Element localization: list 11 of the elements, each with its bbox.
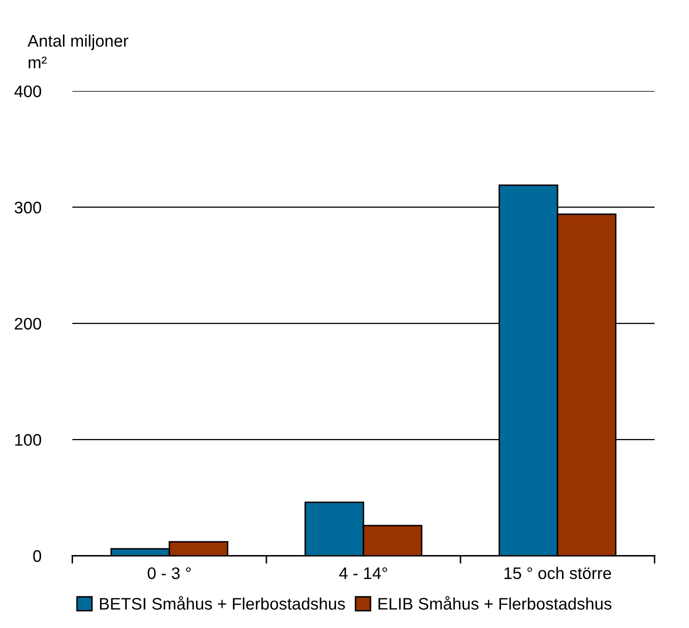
legend-label: BETSI Småhus + Flerbostadshus xyxy=(100,596,345,610)
y-tick-label: 0 xyxy=(33,550,42,562)
y-tick-label: 400 xyxy=(14,85,42,98)
y-tick-label: 300 xyxy=(14,202,42,214)
legend-label: ELIB Småhus + Flerbostadshus xyxy=(378,596,612,610)
x-tick-label: 15 ° och större xyxy=(504,566,612,580)
x-tick-label: 4 - 14° xyxy=(339,567,388,579)
y-tick-label: 100 xyxy=(15,434,42,446)
x-tick-label: 0 - 3 ° xyxy=(148,567,191,580)
y-tick-label: 200 xyxy=(14,318,42,330)
y-axis-title: Antal miljoner m² xyxy=(28,34,128,68)
